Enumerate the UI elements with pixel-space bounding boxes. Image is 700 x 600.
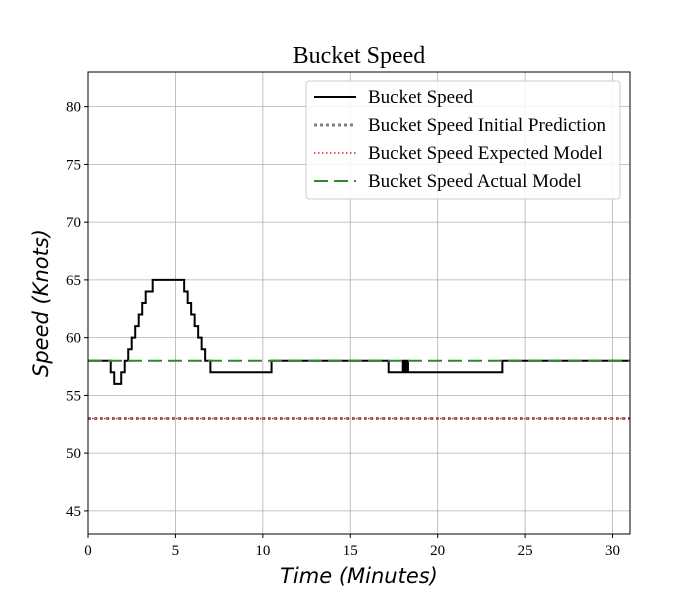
x-axis-label: Time (Minutes) — [280, 564, 438, 588]
x-tick-label: 0 — [84, 543, 92, 559]
y-tick-label: 45 — [66, 504, 81, 520]
y-axis-ticks: 45 50 55 60 65 70 75 80 — [66, 100, 88, 520]
y-axis-label: Speed (Knots) — [29, 229, 53, 377]
x-axis-ticks: 0 5 10 15 20 25 30 — [84, 534, 620, 559]
legend-label: Bucket Speed Initial Prediction — [368, 115, 606, 136]
y-tick-label: 55 — [66, 388, 81, 404]
chart-title: Bucket Speed — [293, 43, 426, 69]
x-tick-label: 10 — [255, 543, 270, 559]
y-tick-label: 75 — [66, 157, 81, 173]
x-tick-label: 15 — [343, 543, 358, 559]
axes-frame — [87, 71, 631, 535]
x-tick-label: 20 — [430, 543, 445, 559]
legend-label: Bucket Speed — [368, 87, 474, 108]
x-tick-label: 30 — [605, 543, 620, 559]
x-tick-label: 25 — [518, 543, 533, 559]
y-tick-label: 80 — [66, 100, 81, 116]
legend-label: Bucket Speed Expected Model — [368, 143, 603, 164]
y-tick-label: 70 — [66, 215, 81, 231]
legend-box — [305, 80, 621, 200]
y-tick-label: 65 — [66, 273, 81, 289]
y-tick-label: 60 — [66, 331, 81, 347]
x-tick-label: 5 — [172, 543, 180, 559]
plot-area — [88, 278, 630, 420]
legend-label: Bucket Speed Actual Model — [368, 171, 582, 192]
y-tick-label: 50 — [66, 446, 81, 462]
legend: Bucket Speed Bucket Speed Initial Predict… — [305, 80, 621, 200]
series-line-0 — [88, 278, 630, 385]
